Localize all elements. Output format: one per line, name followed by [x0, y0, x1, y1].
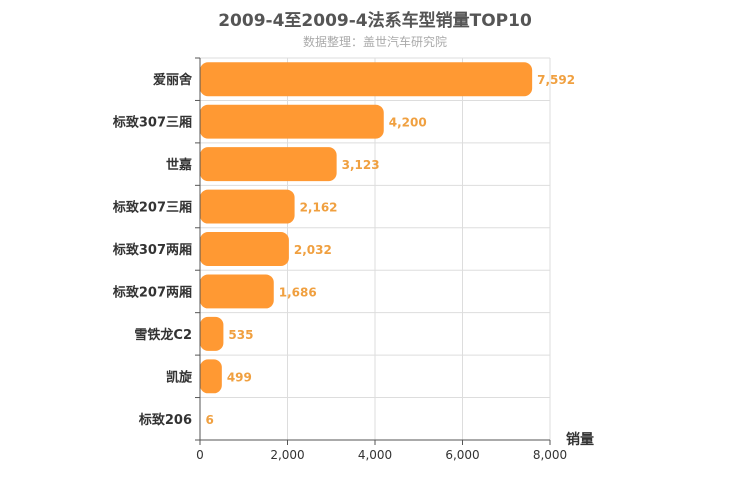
category-label: 标致307三厢: [112, 115, 192, 131]
category-label: 雪铁龙C2: [134, 327, 192, 343]
data-label: 2,162: [300, 201, 338, 215]
category-label: 标致307两厢: [112, 242, 192, 258]
category-label: 爱丽舍: [153, 72, 193, 88]
category-label: 凯旋: [166, 369, 193, 385]
x-tick-label: 4,000: [358, 448, 392, 462]
bar: [200, 316, 224, 351]
labels: 0 2,000 4,000 6,000 8,000 7,592 爱丽舍 4,200 标致307三…: [112, 72, 575, 462]
data-label: 7,592: [537, 73, 575, 87]
bar: [200, 104, 384, 139]
chart-title: 2009-4至2009-4法系车型销量TOP10: [218, 11, 532, 31]
bar: [200, 189, 295, 224]
data-label: 535: [228, 328, 253, 342]
x-axis-title: 销量: [566, 431, 594, 448]
x-tick-label: 6,000: [445, 448, 479, 462]
bar: [200, 147, 337, 182]
bar: [200, 274, 274, 309]
category-label: 世嘉: [166, 157, 192, 173]
data-label: 6: [206, 413, 214, 427]
data-label: 3,123: [342, 158, 380, 172]
data-label: 4,200: [389, 116, 427, 130]
data-label: 1,686: [279, 285, 317, 299]
bar: [200, 232, 289, 266]
bar: [200, 62, 533, 97]
data-label: 2,032: [294, 243, 332, 257]
x-tick-label: 0: [196, 448, 204, 462]
bar: [200, 359, 222, 394]
category-label: 标致207两厢: [112, 284, 192, 300]
bars: [200, 62, 533, 436]
data-label: 499: [227, 370, 252, 384]
chart-subtitle: 数据整理：盖世汽车研究院: [302, 35, 447, 49]
category-label: 标致206: [138, 412, 192, 428]
category-label: 标致207三厢: [112, 200, 192, 216]
x-tick-label: 2,000: [270, 448, 304, 462]
axes: [195, 57, 551, 445]
x-tick-label: 8,000: [533, 448, 567, 462]
